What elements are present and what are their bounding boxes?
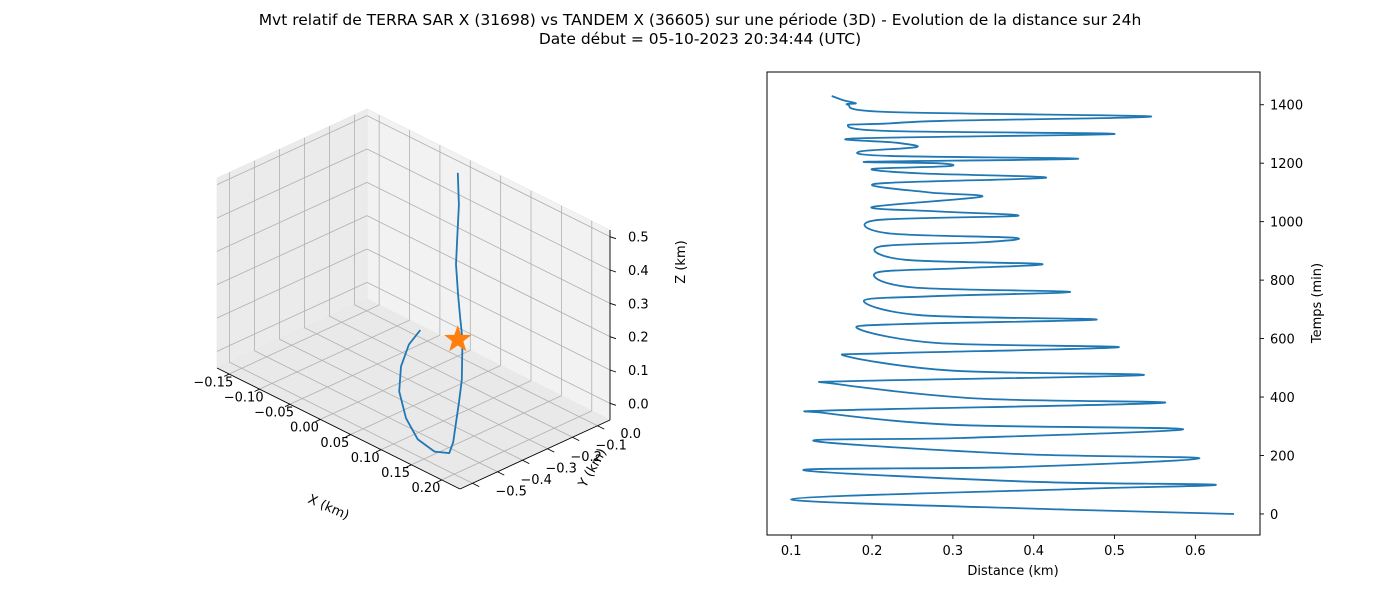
grid-line-z-side — [216, 181, 368, 252]
chart-3d-trajectory: X (km) Y (km) Z (km) −0.15−0.10−0.050.00… — [193, 108, 689, 523]
tick-z — [609, 369, 617, 373]
origin-star-marker — [443, 325, 472, 352]
tick-label-y: 1400 — [1270, 99, 1303, 114]
tick-label-y: 400 — [1270, 391, 1295, 406]
grid-line-y-floor — [254, 350, 498, 473]
grid-line-x-floor — [320, 350, 471, 420]
tick-label-y: 800 — [1270, 274, 1295, 289]
grid-line-x-floor — [350, 365, 501, 435]
axis-line-y — [459, 419, 611, 490]
tick-x — [223, 373, 230, 377]
distance-series-line — [790, 95, 1235, 515]
tick-label-x: 0.3 — [943, 544, 964, 559]
tick-label-y: −0.5 — [495, 485, 527, 500]
tick-label-y: 0.0 — [620, 427, 641, 442]
tick-label-z: 0.4 — [628, 264, 649, 279]
tick-y — [572, 436, 580, 442]
tick-label-x: −0.15 — [193, 375, 233, 390]
tick-y — [597, 425, 605, 430]
grid-line-y-floor — [354, 304, 598, 427]
tick-label-y: −0.3 — [545, 462, 577, 477]
tick-label-x: 0.15 — [381, 466, 410, 481]
tick-label-y: 1200 — [1270, 157, 1303, 172]
grid-line-y-floor — [329, 315, 573, 438]
tick-label-y: −0.4 — [520, 473, 552, 488]
figure-subtitle: Date début = 05-10-2023 20:34:44 (UTC) — [539, 30, 861, 48]
tick-label-x: 0.05 — [320, 436, 349, 451]
tick-label-y: 200 — [1270, 449, 1295, 464]
axis-line-x — [216, 367, 461, 490]
grid-line-x-floor — [441, 410, 592, 481]
tick-label-y: 600 — [1270, 333, 1295, 348]
tick-label-x: 0.00 — [290, 421, 319, 436]
grid-line-x-floor — [289, 334, 441, 405]
tick-label-z: 0.0 — [628, 397, 649, 412]
grid-line-y-floor — [304, 327, 548, 450]
tick-z — [609, 336, 617, 340]
grid-line-x-floor — [259, 319, 410, 390]
grid-line-y-floor — [229, 361, 473, 484]
grid-line-z-side — [216, 281, 368, 352]
tick-y — [497, 471, 505, 476]
tick-label-x: −0.05 — [254, 406, 294, 421]
grid-line-z-back — [366, 181, 611, 304]
tick-label-z: 0.1 — [628, 364, 649, 379]
figure-title: Mvt relatif de TERRA SAR X (31698) vs TA… — [259, 11, 1142, 29]
tick-x — [375, 449, 382, 453]
tick-label-x: 0.2 — [862, 544, 883, 559]
tick-label-y: −0.1 — [595, 439, 627, 454]
chart-distance-time: Distance (km) Temps (min) 0.1 0.2 0.3 0.4 0.… — [766, 71, 1325, 579]
tick-label-z: 0.5 — [628, 231, 649, 246]
grid-line-z-back — [366, 148, 611, 271]
tick-z — [609, 402, 617, 406]
grid-line-x-floor — [411, 395, 562, 466]
grid-line-z-side — [216, 115, 368, 186]
tick-label-x: 0.6 — [1185, 544, 1206, 559]
tick-label-x: 0.4 — [1023, 544, 1044, 559]
tick-x — [284, 403, 291, 408]
tick-label-x: 0.10 — [351, 451, 380, 466]
grid-line-z-side — [216, 248, 368, 319]
grid-line-x-floor — [380, 380, 532, 451]
tick-x — [406, 464, 412, 468]
tick-label-x: 0.5 — [1104, 544, 1125, 559]
tick-y — [547, 448, 555, 453]
grid-line-z-back — [366, 281, 611, 404]
tick-label-z: 0.3 — [628, 297, 649, 312]
axis-label-z: Z (km) — [674, 240, 689, 283]
tick-label-y: 1000 — [1270, 216, 1303, 231]
tick-label-x: 0.1 — [781, 544, 802, 559]
tick-label-x: 0.20 — [411, 481, 440, 496]
axis-label-y: Temps (min) — [1310, 263, 1325, 344]
axis-label-x: Distance (km) — [967, 564, 1058, 579]
tick-x — [315, 419, 321, 423]
grid-line-z-back — [366, 115, 611, 238]
tick-y — [522, 459, 530, 465]
tick-y — [472, 482, 480, 488]
tick-z — [609, 269, 617, 273]
tick-z — [609, 236, 617, 240]
grid-line-z-side — [216, 148, 368, 219]
plot-frame — [766, 71, 1261, 536]
tick-label-z: 0.2 — [628, 331, 649, 346]
grid-line-z-back — [366, 248, 611, 371]
grid-line-x-floor — [228, 304, 380, 375]
trajectory-line — [398, 172, 464, 455]
tick-label-x: −0.10 — [224, 390, 264, 405]
tick-x — [436, 479, 442, 483]
tick-z — [609, 302, 617, 306]
grid-line-z-back — [366, 215, 611, 338]
tick-x — [345, 434, 351, 438]
tick-label-y: −0.2 — [570, 450, 602, 465]
tick-x — [254, 388, 260, 392]
tick-label-y: 0 — [1270, 508, 1278, 523]
grid-line-z-side — [216, 215, 368, 286]
axis-label-x: X (km) — [306, 492, 352, 523]
